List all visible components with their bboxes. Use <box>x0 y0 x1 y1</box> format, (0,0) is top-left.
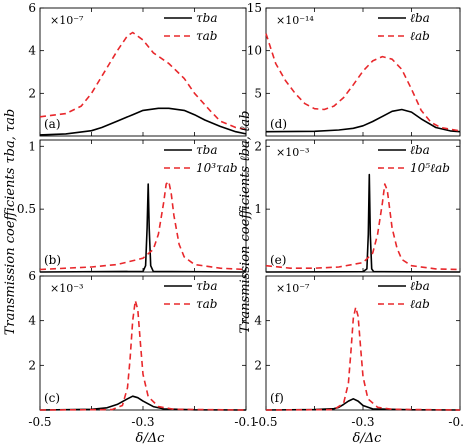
scale-label: ×10⁻³ <box>276 146 309 159</box>
legend-label: ℓab <box>410 29 430 43</box>
panel-label: (c) <box>44 391 60 405</box>
panel-label: (b) <box>44 253 61 267</box>
legend-label: τab <box>196 29 217 43</box>
panel-frame <box>266 8 460 136</box>
y-tick-label: 6 <box>28 269 36 283</box>
panel-e: 1 2 ℓba 10⁵ℓab (e) ×10⁻³ <box>254 139 460 272</box>
legend-label: τba <box>196 11 217 25</box>
y-tick-label: 1 <box>254 202 262 216</box>
panel-b: 0.5 1 τba 10³τab (b) <box>17 139 246 272</box>
y-tick-label: 15 <box>247 1 262 15</box>
series-line-secondary <box>40 182 246 270</box>
legend-label: τba <box>196 279 217 293</box>
panel-f: 2 4 ℓba ℓab (f) ×10⁻⁷ -0.5 -0.3 -0.1 <box>254 276 464 429</box>
panel-label: (f) <box>270 391 284 405</box>
x-axis-label-right: δ/Δc <box>353 431 383 446</box>
y-axis-label-left: Transmission coefficients τba, τab <box>3 109 18 336</box>
y-tick-label: 4 <box>28 44 36 58</box>
x-tick-label: -0.3 <box>351 415 374 429</box>
legend-label: 10⁵ℓab <box>410 161 450 175</box>
series-line-secondary <box>266 34 460 131</box>
panel-frame <box>266 276 460 410</box>
y-tick-label: 6 <box>28 1 36 15</box>
series-line-primary <box>40 108 246 135</box>
x-tick-label: -0.5 <box>254 415 277 429</box>
panel-d: 5 10 15 ℓba ℓab (d) ×10⁻¹⁴ <box>247 1 460 136</box>
scale-label: ×10⁻¹⁴ <box>276 14 314 27</box>
y-tick-label: 1 <box>28 139 36 153</box>
panel-frame <box>266 140 460 272</box>
legend-label: τba <box>196 143 217 157</box>
y-tick-label: 2 <box>254 358 262 372</box>
panel-label: (a) <box>44 117 61 131</box>
x-tick-label: -0.3 <box>131 415 154 429</box>
series-line-secondary <box>266 184 460 270</box>
panel-label: (d) <box>270 117 287 131</box>
legend-label: ℓab <box>410 297 430 311</box>
y-tick-label: 2 <box>28 358 36 372</box>
scale-label: ×10⁻³ <box>50 282 83 295</box>
scale-label: ×10⁻⁷ <box>276 282 310 295</box>
y-tick-label: 10 <box>247 44 262 58</box>
series-line-primary <box>266 110 460 132</box>
panel-label: (e) <box>270 253 286 267</box>
x-tick-label: -0.5 <box>28 415 51 429</box>
panel-frame <box>40 140 246 272</box>
y-tick-label: 5 <box>254 86 262 100</box>
y-tick-label: 2 <box>254 139 262 153</box>
x-axis-label-left: δ/Δc <box>136 431 166 446</box>
series-line-secondary <box>40 33 246 130</box>
y-tick-label: 4 <box>254 314 262 328</box>
series-line-secondary <box>40 301 246 410</box>
y-tick-label: 0.5 <box>17 202 36 216</box>
scale-label: ×10⁻⁷ <box>50 14 84 27</box>
legend-label: ℓba <box>410 11 430 25</box>
series-line-secondary <box>266 307 460 410</box>
x-tick-label: -0.1 <box>448 415 464 429</box>
legend-label: ℓba <box>410 279 430 293</box>
y-tick-label: 4 <box>28 314 36 328</box>
panel-a: 2 4 6 τba τab (a) ×10⁻⁷ <box>28 1 246 136</box>
y-tick-label: 2 <box>28 86 36 100</box>
legend-label: τab <box>196 297 217 311</box>
y-axis-label-right: Transmission coefficients ℓba, ℓab <box>238 111 253 334</box>
legend-label: ℓba <box>410 143 430 157</box>
series-line-primary <box>266 175 460 272</box>
legend-label: 10³τab <box>196 161 238 175</box>
